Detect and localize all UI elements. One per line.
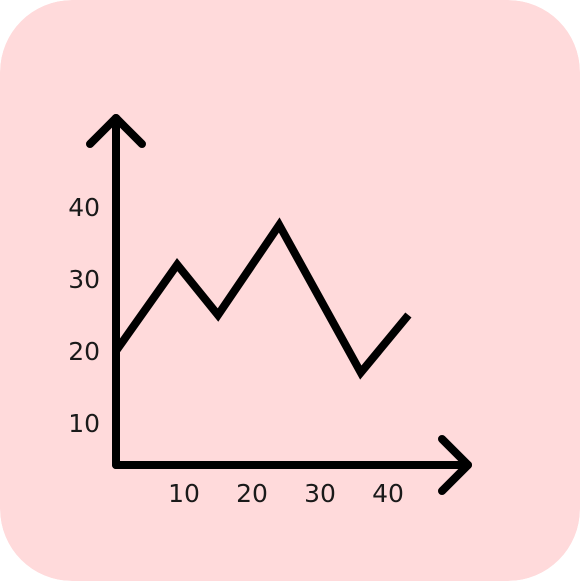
axes <box>86 114 472 495</box>
x-tick-labels: 10 20 30 40 <box>168 479 404 508</box>
y-tick-label: 20 <box>68 337 100 366</box>
y-tick-label: 10 <box>68 409 100 438</box>
y-tick-label: 30 <box>68 265 100 294</box>
y-tick-label: 40 <box>68 193 100 222</box>
x-tick-label: 20 <box>236 479 268 508</box>
x-tick-label: 40 <box>372 479 404 508</box>
x-axis-arrowhead <box>438 435 472 495</box>
x-tick-label: 10 <box>168 479 200 508</box>
y-tick-labels: 10 20 30 40 <box>68 193 100 438</box>
series-line <box>112 217 412 380</box>
y-axis-arrowhead <box>86 114 146 148</box>
series-layer <box>112 217 412 380</box>
x-tick-label: 30 <box>304 479 336 508</box>
